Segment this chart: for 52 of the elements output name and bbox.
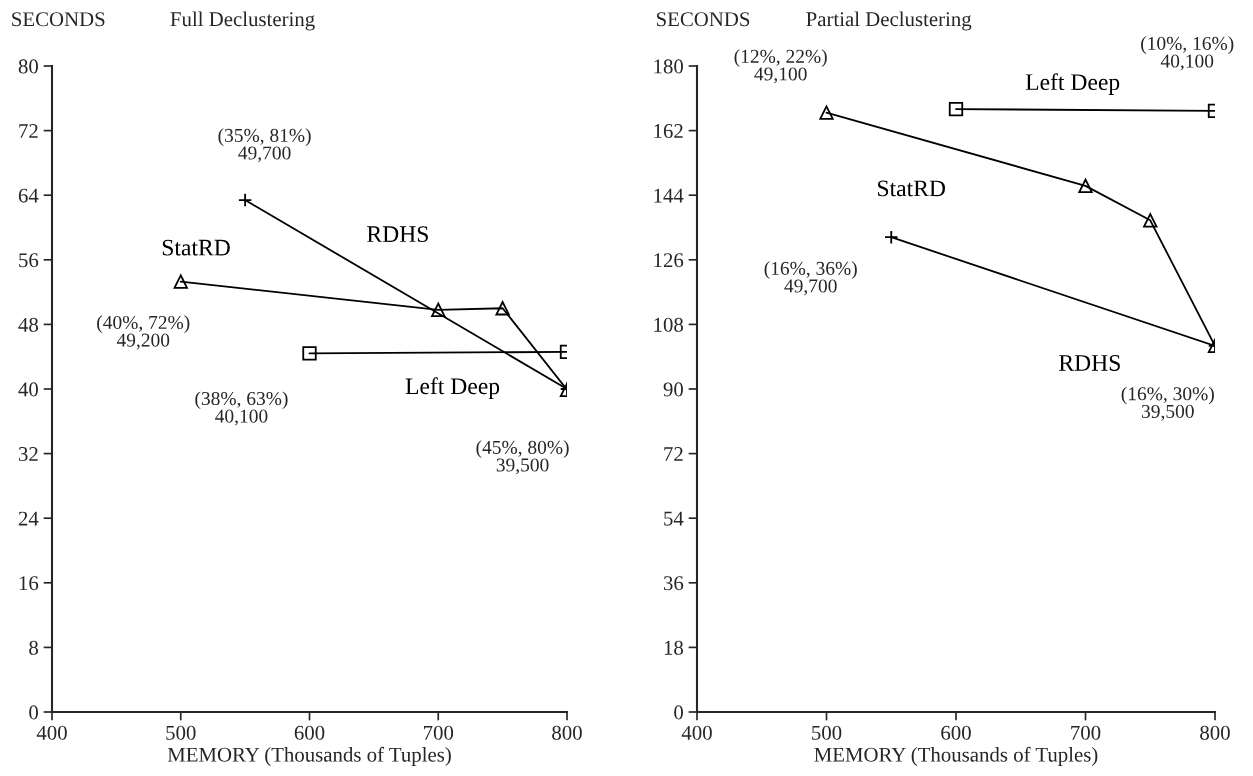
x-tick-label: 700 [1071, 725, 1101, 740]
chart-title: Full Declustering [170, 11, 315, 31]
y-tick-label: 126 [654, 253, 684, 268]
chart-title: Partial Declustering [806, 11, 972, 31]
y-tick-label: 108 [654, 317, 684, 332]
annotation: (35%, 81%) 49,700 [218, 128, 311, 163]
y-tick-label: 16 [19, 576, 39, 591]
y-axis-title: SECONDS [12, 12, 105, 27]
x-tick-label: 400 [681, 725, 712, 740]
y-tick-label: 56 [19, 253, 39, 268]
y-tick-label: 24 [18, 511, 39, 526]
x-tick-label: 800 [552, 725, 582, 740]
y-tick-label: 32 [18, 447, 38, 462]
annotation: (16%, 30%) 39,500 [1121, 386, 1214, 421]
series-label: RDHS [1059, 355, 1120, 371]
y-tick-label: 72 [19, 124, 38, 138]
x-tick-label: 800 [1200, 725, 1230, 740]
y-tick-label: 72 [664, 447, 683, 461]
series-label: Left Deep [405, 377, 500, 400]
y-tick-label: 36 [663, 576, 684, 591]
series-label: Left Deep [1025, 73, 1120, 95]
y-tick-label: 162 [654, 124, 683, 139]
annotation: (38%, 63%) 40,100 [195, 391, 288, 426]
annotation: (40%, 72%) 49,200 [97, 315, 190, 350]
x-axis-title: MEMORY (Thousands of Tuples) [814, 746, 1098, 766]
annotation: (45%, 80%) 39,500 [476, 440, 569, 475]
y-tick-label: 0 [29, 705, 39, 720]
y-tick-label: 180 [654, 59, 684, 74]
series-label: StatRD [878, 180, 946, 197]
x-tick-label: 500 [812, 725, 842, 740]
y-axis-title: SECONDS [656, 12, 750, 27]
y-tick-label: 144 [654, 188, 684, 203]
x-tick-label: 700 [424, 725, 454, 740]
x-tick-label: 500 [166, 725, 196, 740]
x-tick-label: 600 [941, 725, 971, 740]
y-tick-label: 48 [18, 317, 39, 332]
x-axis-title: MEMORY (Thousands of Tuples) [167, 746, 451, 766]
x-tick-label: 600 [294, 725, 325, 740]
x-tick-label: 400 [36, 725, 67, 740]
y-tick-label: 64 [18, 188, 39, 203]
annotation: (12%, 22%) 49,100 [734, 49, 827, 84]
y-tick-label: 80 [18, 59, 39, 74]
annotation: (16%, 36%) 49,700 [764, 261, 857, 296]
y-tick-label: 54 [664, 511, 684, 526]
y-tick-label: 18 [664, 640, 684, 655]
annotation: (10%, 16%) 40,100 [1141, 36, 1234, 71]
series-label: RDHS [367, 226, 428, 243]
y-tick-label: 0 [674, 705, 684, 720]
y-tick-label: 40 [18, 382, 39, 397]
series-label: StatRD [162, 239, 230, 256]
y-tick-label: 8 [29, 640, 39, 655]
y-tick-label: 90 [663, 382, 684, 397]
